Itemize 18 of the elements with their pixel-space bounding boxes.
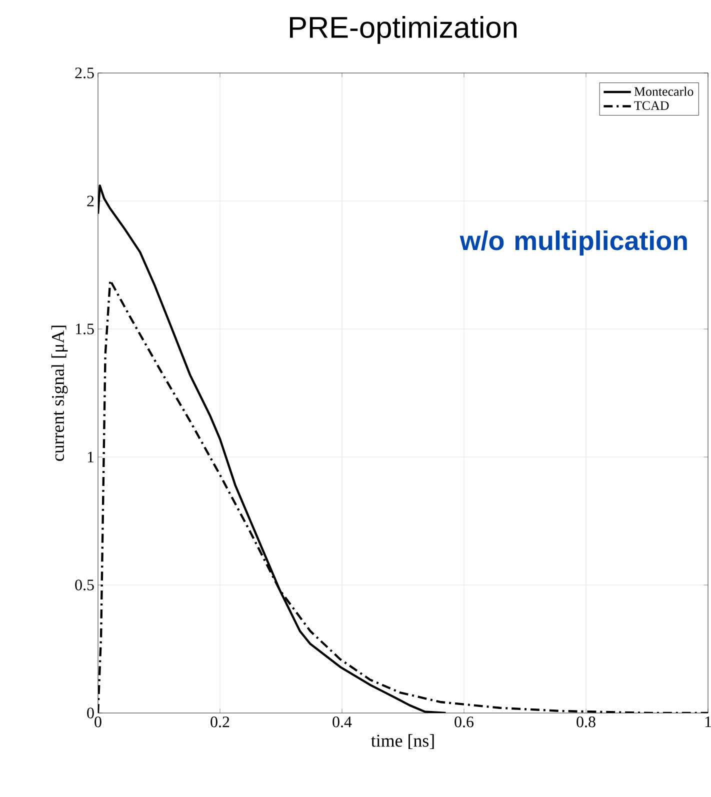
x-tick-label: 0.2 (210, 716, 230, 728)
y-tick-label: 1.5 (76, 324, 94, 334)
annotation: w/o multiplication (460, 230, 687, 256)
y-tick-label: 1 (88, 452, 94, 462)
x-tick-label: 0.4 (332, 716, 352, 728)
y-axis-title: current signal [μA] (51, 326, 68, 461)
y-tick-label: 0 (87, 708, 94, 718)
legend-label: Montecarlo (634, 86, 694, 96)
x-tick-label: 1 (705, 716, 711, 728)
x-tick-label: 0.6 (454, 716, 474, 728)
chart-title: PRE-optimization (290, 16, 516, 44)
x-axis-title: time [ns] (371, 734, 434, 750)
y-tick-label: 2.5 (75, 68, 94, 78)
legend-label: TCAD (634, 101, 669, 110)
x-tick-label: 0 (94, 716, 102, 728)
y-tick-label: 2 (87, 196, 94, 206)
y-tick-label: 0.5 (75, 580, 94, 590)
x-tick-label: 0.8 (576, 716, 596, 728)
